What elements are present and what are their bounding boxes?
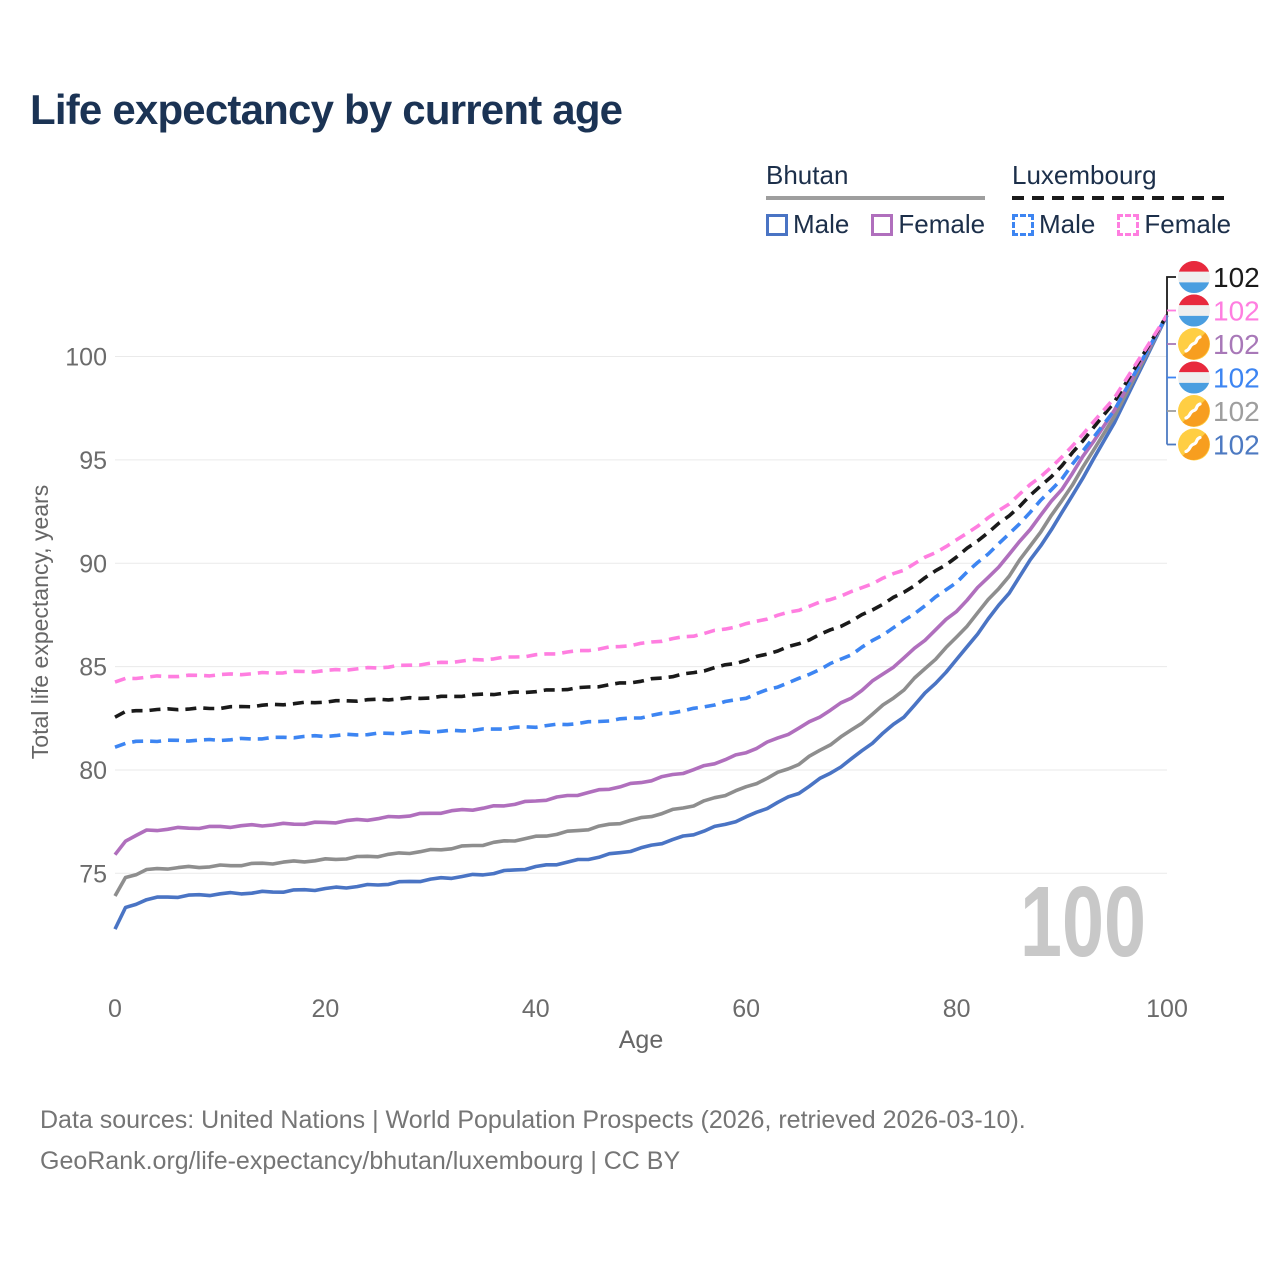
bhutan-flag-icon	[1184, 402, 1202, 420]
legend-group-luxembourg: Luxembourg Male Female	[1012, 160, 1232, 240]
luxembourg-male-swatch-icon	[1012, 213, 1034, 236]
legend-item-label: Male	[793, 209, 850, 239]
legend-group-bhutan: Bhutan Male Female	[766, 160, 986, 240]
legend-group-title-luxembourg: Luxembourg	[1012, 160, 1157, 190]
legend-item-label: Female	[1144, 209, 1232, 239]
series-line-bhutan-female	[113, 314, 1169, 856]
luxembourg-flag-icon	[1178, 282, 1210, 294]
bhutan-flag-icon	[1182, 433, 1210, 460]
legend-item-label: Female	[898, 209, 986, 239]
bhutan-male-swatch-icon	[766, 213, 788, 236]
end-value-label: 102	[1213, 329, 1260, 360]
luxembourg-flag-icon	[1178, 361, 1210, 373]
end-value-label: 102	[1213, 262, 1260, 293]
luxembourg-flag-icon	[1178, 315, 1210, 327]
footer-data-sources: Data sources: United Nations | World Pop…	[40, 1106, 1026, 1134]
x-tick-label: 100	[1146, 995, 1188, 1023]
series-line-luxembourg-male	[114, 314, 1169, 749]
luxembourg-female-swatch-icon	[1117, 213, 1140, 236]
legend-item-bhutan-female[interactable]: Female	[871, 209, 985, 240]
y-tick-label: 85	[79, 654, 107, 682]
x-tick-label: 80	[943, 995, 971, 1023]
footer-attribution: GeoRank.org/life-expectancy/bhutan/luxem…	[40, 1147, 681, 1175]
legend-item-luxembourg-female[interactable]: Female	[1117, 209, 1231, 240]
x-tick-label: 40	[522, 995, 550, 1023]
series-line-bhutan-male	[113, 314, 1169, 930]
legend-underline-luxembourg	[1012, 196, 1232, 200]
series-line-bhutan-both-sexes	[113, 314, 1169, 897]
age-watermark: 100	[1020, 866, 1146, 978]
bhutan-flag-icon	[1184, 335, 1202, 353]
end-value-label: 102	[1213, 363, 1260, 394]
y-tick-label: 90	[79, 550, 107, 578]
end-value-label: 102	[1213, 430, 1260, 461]
x-axis-title: Age	[619, 1026, 663, 1054]
luxembourg-flag-icon	[1178, 382, 1210, 394]
legend-group-title-bhutan: Bhutan	[766, 160, 849, 190]
y-tick-label: 100	[65, 344, 107, 372]
bhutan-flag-icon	[1182, 332, 1210, 360]
bhutan-flag-icon	[1182, 399, 1210, 427]
bhutan-flag-icon	[1184, 435, 1202, 454]
legend-underline-bhutan	[766, 196, 986, 200]
end-value-label: 102	[1213, 296, 1260, 327]
legend-item-luxembourg-male[interactable]: Male	[1012, 209, 1095, 240]
luxembourg-flag-icon	[1178, 294, 1210, 306]
end-label-connector	[1166, 276, 1176, 316]
y-tick-label: 75	[79, 860, 107, 888]
y-axis-title: Total life expectancy, years	[27, 485, 53, 759]
y-tick-label: 95	[79, 447, 107, 475]
legend-item-bhutan-male[interactable]: Male	[766, 209, 849, 240]
series-line-luxembourg-female	[114, 314, 1169, 684]
end-value-label: 102	[1213, 396, 1260, 427]
legend: Bhutan Male Female Luxembourg Male	[0, 160, 1280, 240]
page-title: Life expectancy by current age	[30, 86, 623, 133]
x-tick-label: 0	[108, 995, 122, 1023]
luxembourg-flag-icon	[1178, 260, 1210, 272]
bhutan-female-swatch-icon	[871, 213, 894, 236]
x-tick-label: 60	[732, 995, 760, 1023]
series-line-luxembourg-both-sexes	[114, 314, 1169, 719]
legend-item-label: Male	[1039, 209, 1096, 239]
y-tick-label: 80	[79, 757, 107, 785]
x-tick-label: 20	[311, 995, 339, 1023]
